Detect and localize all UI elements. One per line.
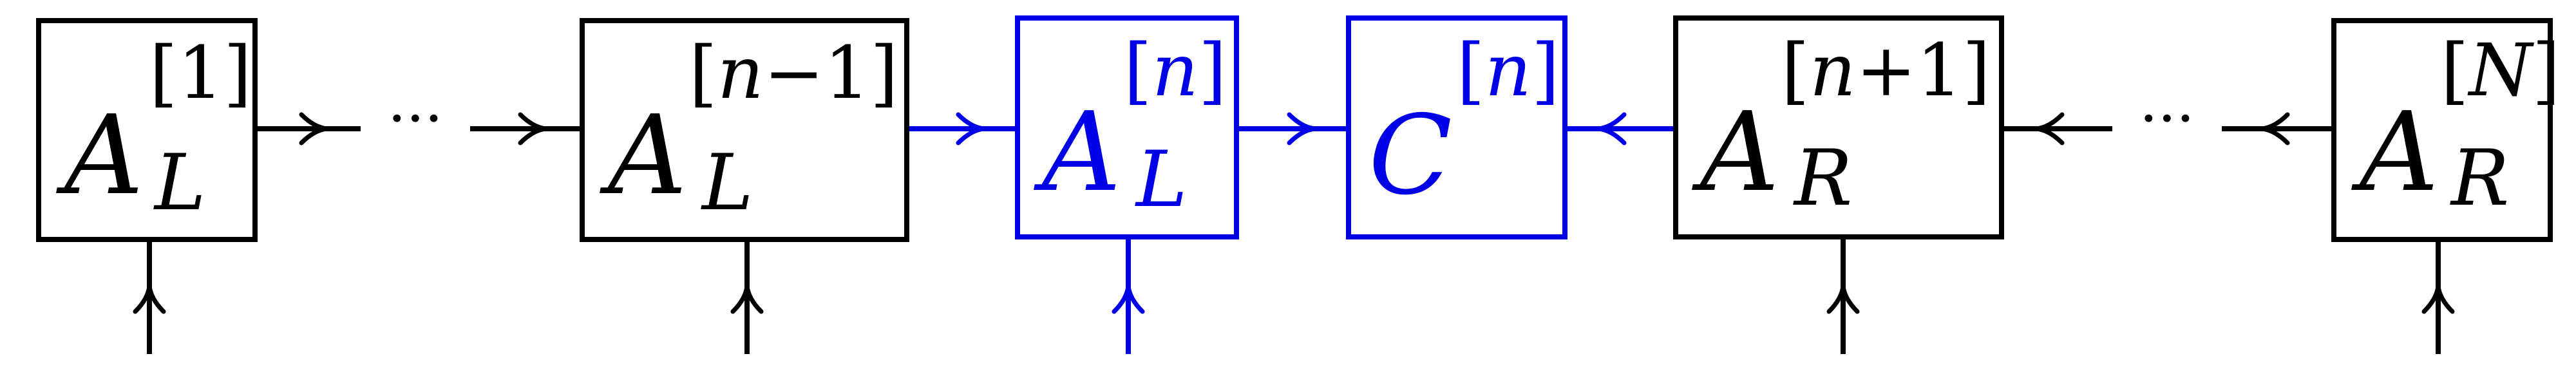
- svg-text:[1]: [1]: [149, 32, 252, 115]
- physical-leg-1: [135, 239, 164, 354]
- svg-text:R: R: [2450, 134, 2509, 223]
- svg-text:R: R: [1793, 134, 1852, 223]
- tensor-box-4: [1346, 15, 1567, 239]
- tensor-box-1: [36, 18, 258, 242]
- tensor-box-6: [2331, 18, 2553, 242]
- tensor-label-1: A L [1]: [56, 32, 252, 228]
- bond-1-to-ellipsis: [255, 115, 361, 143]
- svg-text:L: L: [701, 138, 753, 228]
- svg-text:A: A: [1034, 89, 1121, 216]
- svg-text:L: L: [1135, 135, 1188, 225]
- bond-ellipsis-to-2: [470, 115, 582, 143]
- bond-6-to-ellipsis: [2222, 115, 2334, 143]
- svg-text:[N]: [N]: [2441, 29, 2560, 113]
- tensor-box-3: [1015, 15, 1239, 239]
- tensor-label-6: A R [N]: [2351, 29, 2560, 223]
- svg-text:A: A: [600, 92, 687, 220]
- svg-text:[n−1]: [n−1]: [689, 32, 898, 115]
- svg-text:[n]: [n]: [1124, 29, 1227, 113]
- svg-text:[n+1]: [n+1]: [1781, 29, 1991, 113]
- physical-leg-6: [2424, 237, 2452, 354]
- svg-text:A: A: [56, 92, 144, 220]
- ellipsis-left: ···: [388, 85, 443, 153]
- ellipsis-right: ···: [2139, 85, 2195, 153]
- tensor-label-3: A L [n]: [1034, 29, 1227, 225]
- physical-leg-5: [1829, 237, 1857, 354]
- bond-ellipsis-to-5: [2003, 115, 2112, 143]
- tensor-box-5: [1673, 15, 2004, 239]
- tensor-label-2: A L [n−1]: [600, 32, 898, 228]
- tensor-label-5: A R [n+1]: [1692, 29, 1991, 223]
- svg-text:[n]: [n]: [1457, 29, 1560, 113]
- svg-text:A: A: [2351, 89, 2439, 216]
- tensor-box-2: [580, 18, 909, 242]
- svg-text:L: L: [153, 138, 206, 228]
- bond-2-to-3: [907, 115, 1018, 143]
- svg-text:A: A: [1692, 89, 1779, 216]
- bond-5-to-c: [1565, 115, 1676, 143]
- physical-leg-2: [733, 239, 761, 354]
- bond-3-to-c: [1236, 115, 1349, 143]
- tensor-label-4: C [n]: [1368, 29, 1560, 220]
- physical-leg-3: [1114, 237, 1142, 354]
- svg-text:C: C: [1368, 92, 1452, 220]
